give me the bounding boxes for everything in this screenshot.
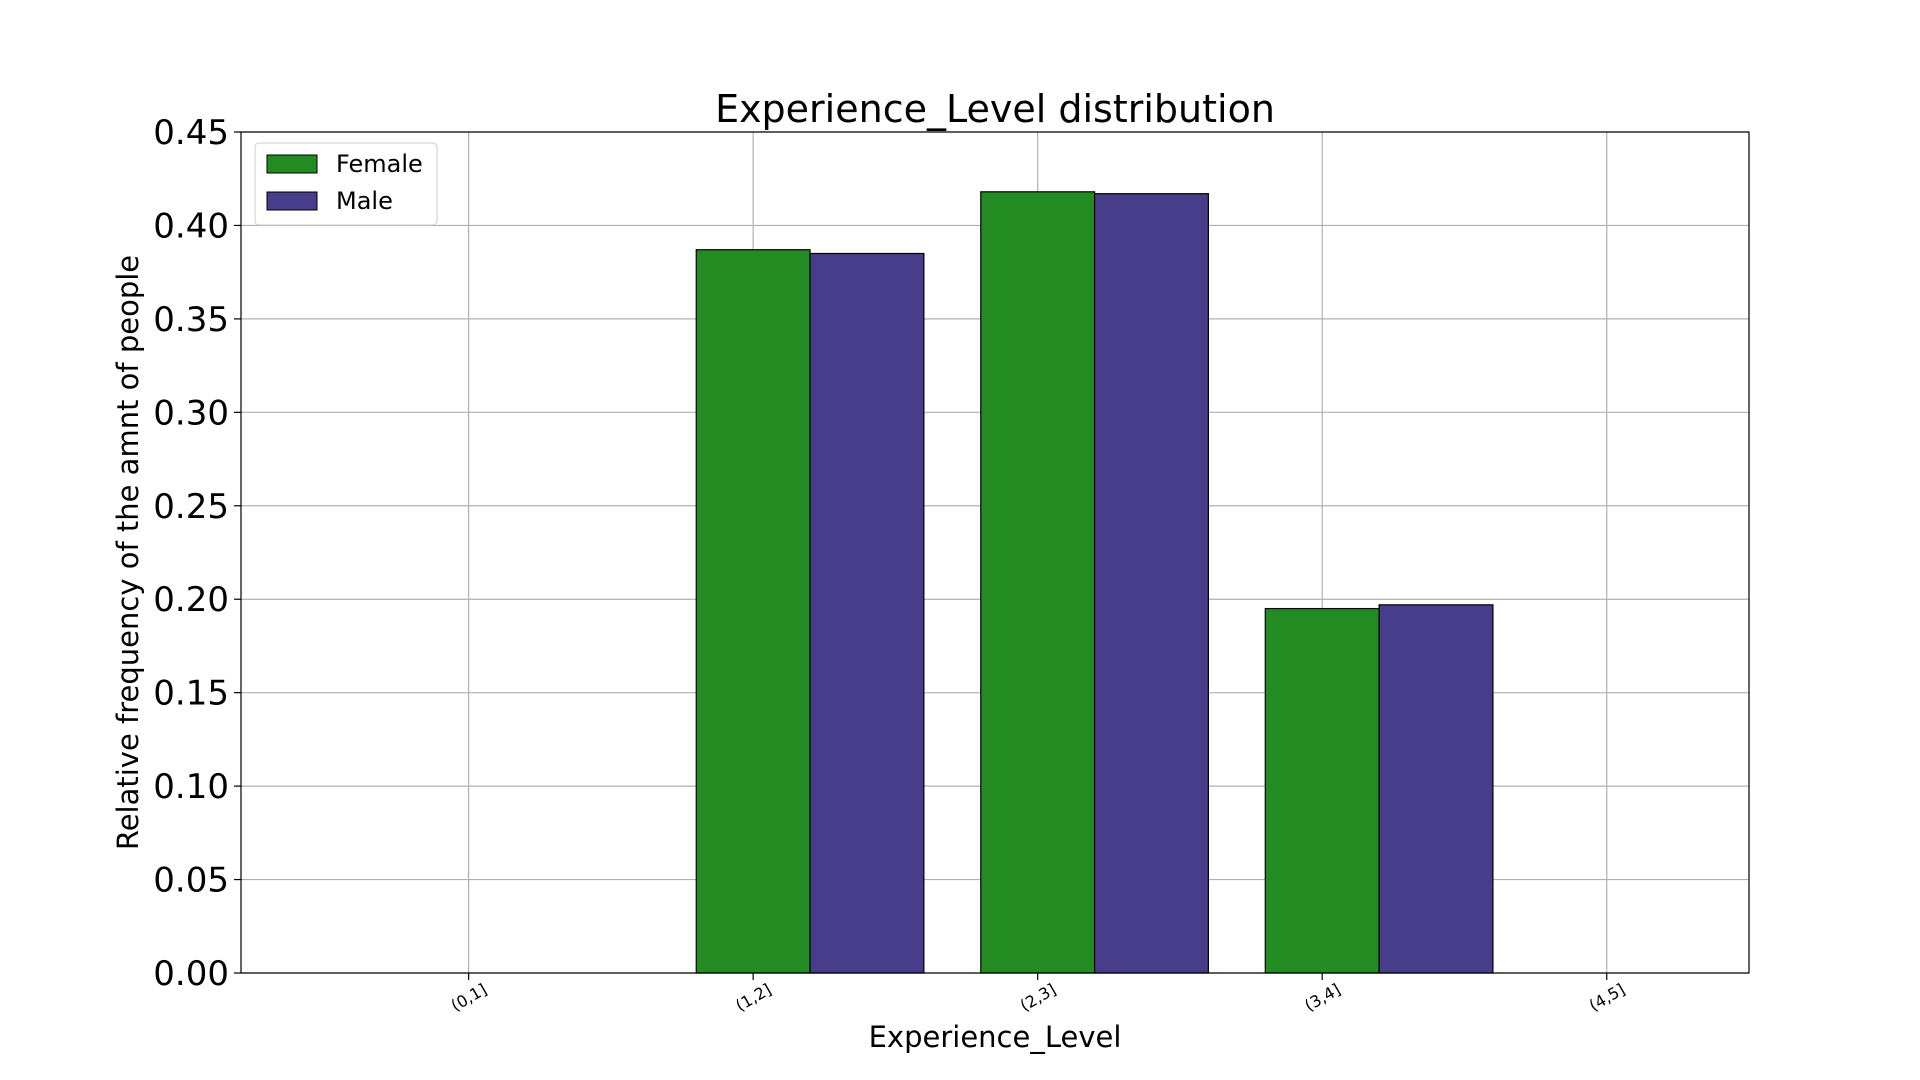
- y-tick-label: 0.45: [153, 113, 229, 153]
- x-tick-label: (1,2]: [732, 980, 774, 1015]
- plot-area-frame: [240, 131, 1750, 974]
- bar-male-1: [809, 252, 925, 974]
- y-tick-label: 0.35: [153, 300, 229, 340]
- y-tick-label: 0.40: [153, 206, 229, 246]
- y-axis-ticks: 0.00 0.05 0.10 0.15 0.20 0.25 0.30 0.35 0.40 0.45: [153, 113, 241, 994]
- x-axis-ticks: (0,1] (1,2] (2,3] (3,4] (4,5]: [448, 973, 1628, 1015]
- x-tick-label: (3,4]: [1301, 980, 1343, 1015]
- bar-female-3: [1264, 607, 1380, 974]
- y-axis-label: Relative frequency of the amnt of people: [111, 255, 145, 850]
- bar-female-2: [980, 191, 1096, 974]
- x-axis-label: Experience_Level: [869, 1020, 1122, 1054]
- y-tick-label: 0.05: [153, 861, 229, 901]
- legend-swatch-male: [266, 191, 318, 211]
- bars: [695, 191, 1494, 974]
- y-tick-label: 0.25: [153, 487, 229, 527]
- y-tick-label: 0.20: [153, 580, 229, 620]
- bar-male-2: [1093, 193, 1209, 974]
- y-tick-label: 0.15: [153, 674, 229, 714]
- bar-female-1: [695, 249, 811, 974]
- legend-label-female: Female: [336, 150, 423, 178]
- legend-label-male: Male: [336, 187, 393, 215]
- legend-swatch-female: [266, 154, 318, 174]
- chart-title: Experience_Level distribution: [715, 87, 1275, 131]
- y-tick-label: 0.30: [153, 393, 229, 433]
- y-tick-label: 0.00: [153, 954, 229, 994]
- x-tick-label: (0,1]: [448, 980, 490, 1015]
- legend: Female Male: [254, 142, 438, 226]
- x-tick-label: (2,3]: [1017, 980, 1059, 1015]
- y-tick-label: 0.10: [153, 767, 229, 807]
- x-tick-label: (4,5]: [1586, 980, 1628, 1015]
- bar-male-3: [1378, 604, 1494, 974]
